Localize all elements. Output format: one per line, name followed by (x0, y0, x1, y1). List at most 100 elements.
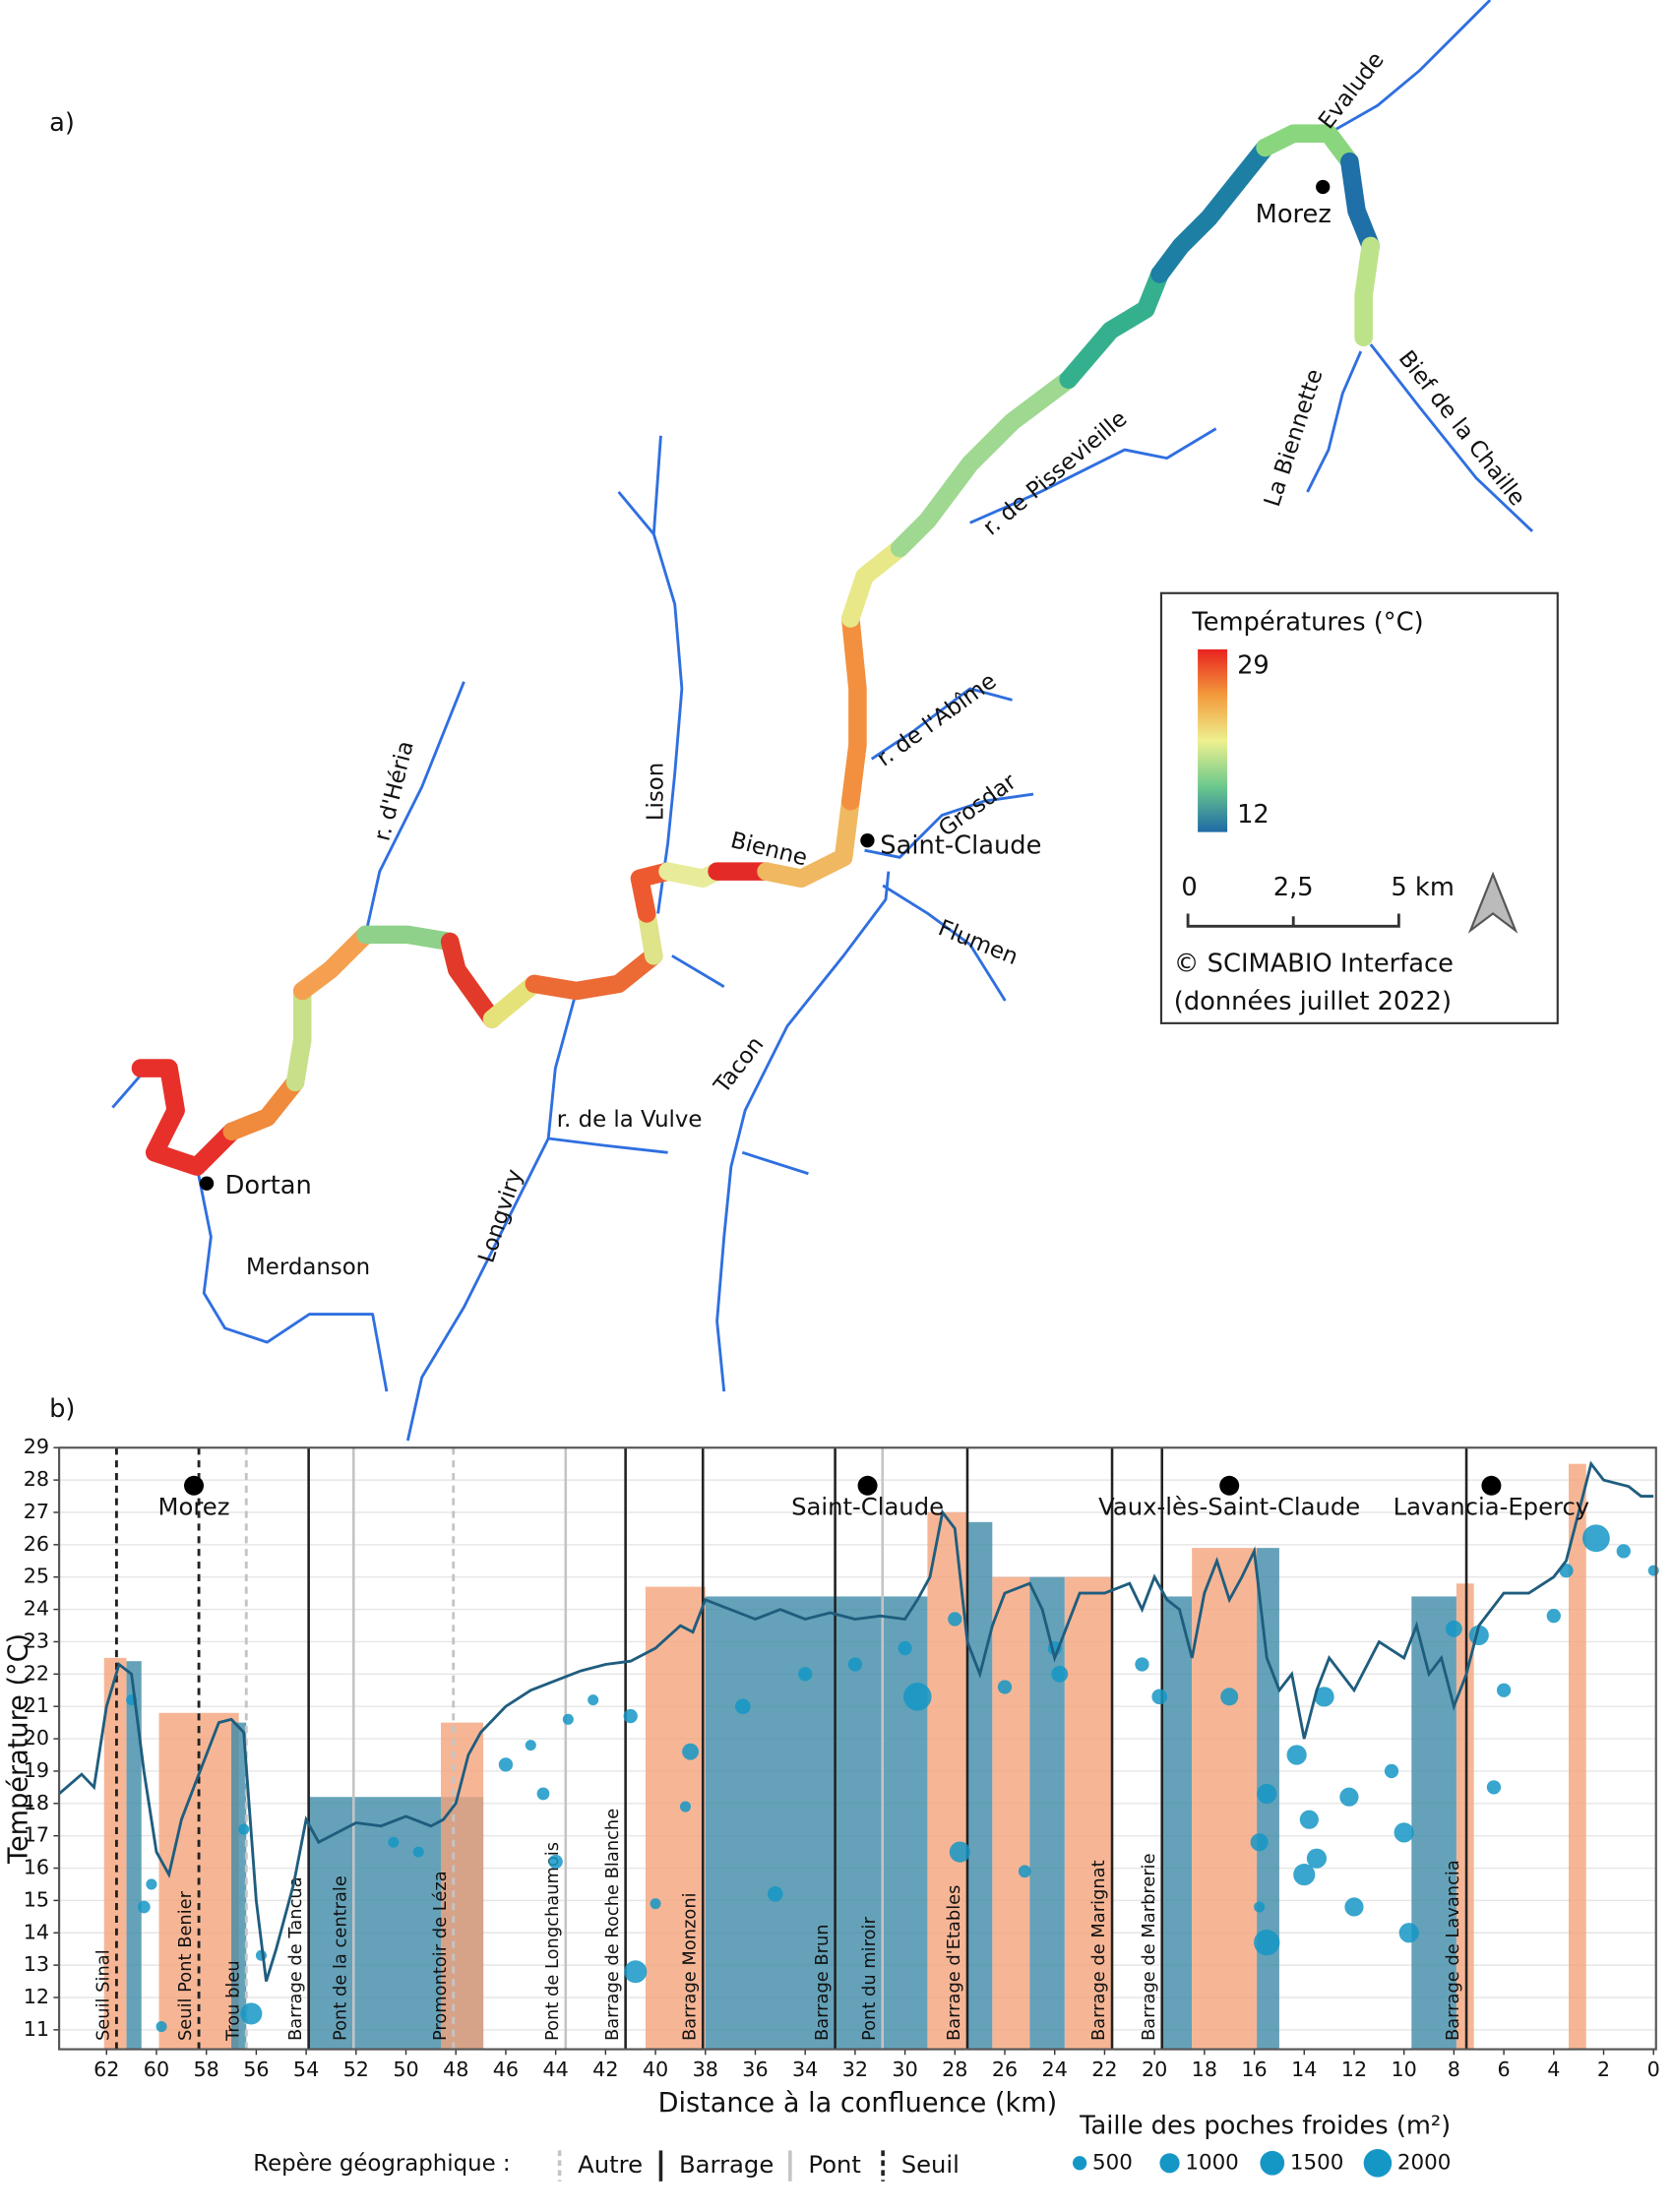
map: a) Evalude Morez Bief (49, 0, 1559, 1442)
x-axis-label: Distance à la confluence (km) (658, 2088, 1058, 2119)
tributaries (111, 0, 1534, 1442)
credit: © SCIMABIO Interface (1174, 949, 1454, 978)
river (405, 990, 579, 1442)
town-marker (1481, 1475, 1502, 1496)
x-tick-label: 48 (443, 2058, 468, 2081)
scale-label: 5 km (1391, 873, 1454, 902)
river-label: Bief de la Chaille (1394, 346, 1530, 512)
river-label: r. d'Héria (370, 738, 419, 843)
zone (992, 1576, 1030, 2050)
river-segment (840, 538, 909, 628)
cold-pocket (767, 1886, 783, 1902)
river-segment (1340, 152, 1381, 256)
y-tick-label: 28 (24, 1467, 49, 1491)
x-tick-label: 4 (1547, 2058, 1560, 2081)
size-legend-label: 2000 (1397, 2150, 1451, 2175)
cold-pocket (548, 1854, 563, 1870)
landmark-label: Barrage Monzoni (679, 1892, 700, 2041)
x-tick-label: 40 (643, 2058, 668, 2081)
cold-pocket (847, 1657, 863, 1672)
cold-pocket (137, 1900, 151, 1914)
town-dot (1316, 179, 1331, 195)
x-tick-label: 50 (393, 2058, 418, 2081)
size-legend-label: 500 (1092, 2150, 1133, 2175)
y-tick-label: 17 (24, 1823, 49, 1847)
town-dot (199, 1176, 215, 1191)
y-tick-label: 13 (24, 1952, 49, 1976)
river-segment (1354, 236, 1381, 347)
x-tick-label: 28 (942, 2058, 967, 2081)
cold-pocket (1394, 1822, 1414, 1843)
y-tick-label: 27 (24, 1500, 49, 1523)
size-legend-label: 1500 (1290, 2150, 1343, 2175)
cold-pocket (902, 1683, 932, 1711)
river-label: r. de la Vulve (557, 1107, 703, 1133)
cold-pocket (1344, 1897, 1364, 1917)
zone (927, 1511, 967, 2050)
landmark-label: Barrage de Marignat (1088, 1860, 1109, 2041)
river-segment (482, 974, 544, 1028)
x-tick-label: 18 (1192, 2058, 1217, 2081)
x-tick-label: 32 (842, 2058, 868, 2081)
x-tick-label: 36 (742, 2058, 768, 2081)
town-label: Morez (1256, 200, 1332, 229)
x-tick-label: 22 (1091, 2058, 1117, 2081)
zone (126, 1661, 142, 2050)
cold-pocket (1293, 1864, 1316, 1886)
size-legend-circle (1072, 2156, 1087, 2171)
river-segment (840, 609, 867, 811)
landmark-label: Pont du miroir (859, 1917, 880, 2041)
x-tick-label: 58 (194, 2058, 219, 2081)
river (1369, 343, 1534, 532)
river-segment (1150, 138, 1274, 283)
cold-pocket (1384, 1763, 1399, 1779)
cold-pocket (1299, 1810, 1319, 1829)
river-segment (630, 862, 677, 923)
landmark-label: Promontoir de Léza (430, 1871, 451, 2041)
landmark-label: Barrage de Tancua (285, 1876, 306, 2041)
river-segment (525, 947, 663, 1001)
river (969, 427, 1217, 524)
river (651, 435, 684, 914)
x-tick-label: 20 (1142, 2058, 1167, 2081)
river-segment (292, 925, 375, 1001)
river (364, 681, 465, 936)
x-tick-label: 2 (1597, 2058, 1610, 2081)
cold-pocket (1018, 1865, 1031, 1878)
color-scale-label: 29 (1237, 651, 1270, 681)
x-tick-label: 44 (542, 2058, 568, 2081)
scale-bar (1186, 913, 1400, 928)
y-tick-label: 20 (24, 1726, 49, 1750)
y-tick-label: 24 (24, 1597, 49, 1621)
legend-title: Températures (°C) (1191, 607, 1423, 637)
x-tick-label: 30 (892, 2058, 917, 2081)
river (870, 687, 1013, 761)
panel-label: b) (49, 1394, 75, 1424)
river-label: Flumen (935, 915, 1022, 970)
cold-pocket (412, 1846, 424, 1858)
cold-pocket (679, 1801, 692, 1813)
landmark-label: Barrage de Roche Blanche (602, 1809, 623, 2041)
zone (966, 1521, 993, 2050)
cold-pocket (1220, 1688, 1239, 1706)
cold-pocket (1306, 1848, 1328, 1869)
river (882, 884, 1007, 1002)
zone (1161, 1596, 1193, 2050)
y-tick-label: 18 (24, 1791, 49, 1814)
zone (705, 1596, 928, 2050)
river-label: Lison (644, 763, 669, 821)
town-marker (857, 1475, 878, 1496)
zone (1569, 1463, 1586, 2050)
credit: (données juillet 2022) (1174, 987, 1452, 1016)
cold-pocket (1339, 1787, 1359, 1807)
color-scale-label: 12 (1237, 800, 1270, 830)
x-tick-label: 34 (792, 2058, 818, 2081)
cold-pocket (997, 1680, 1013, 1694)
river (1306, 350, 1363, 493)
x-tick-label: 10 (1391, 2058, 1416, 2081)
river-segment (356, 925, 460, 952)
y-tick-label: 22 (24, 1661, 49, 1685)
landmark-label: Pont de Longchaumois (542, 1842, 563, 2041)
landmark-label: Barrage Brun (812, 1924, 833, 2041)
cold-pocket (734, 1698, 751, 1715)
